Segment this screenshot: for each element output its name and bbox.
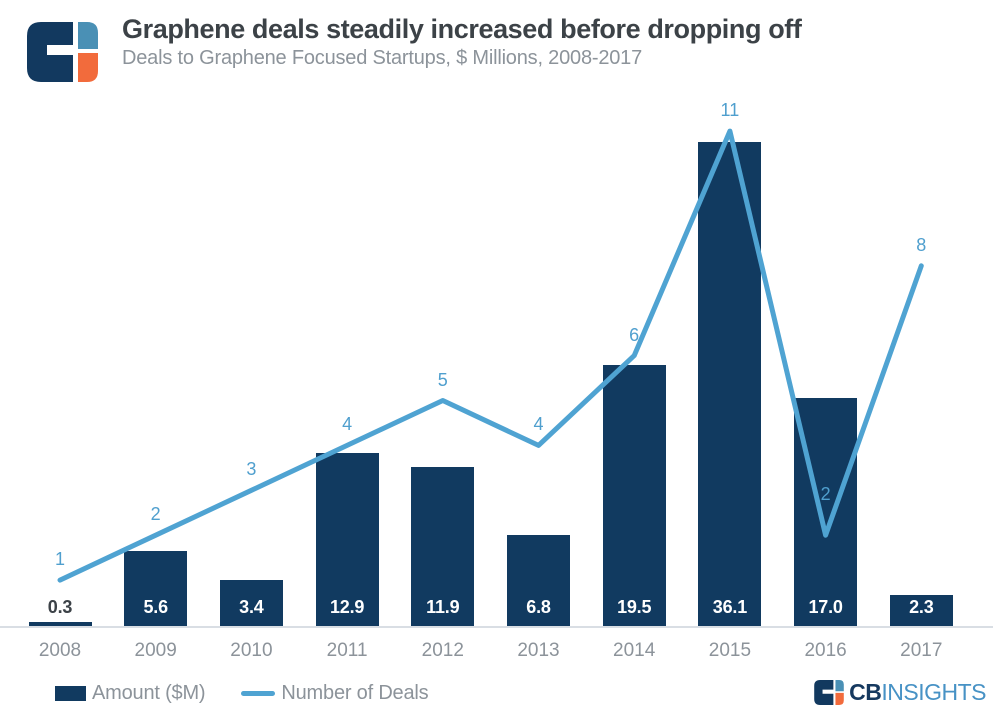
x-axis-label-2008: 2008	[38, 640, 82, 661]
brand-cb-text: CB	[849, 678, 882, 705]
deal-count-label-2012: 5	[437, 369, 448, 390]
deal-count-label-2016: 2	[820, 484, 831, 505]
deal-count-label-2008: 1	[54, 549, 65, 570]
chart-legend: Amount ($M) Number of Deals	[55, 680, 429, 706]
x-axis-label-2015: 2015	[708, 640, 752, 661]
cbinsights-brand-icon	[814, 679, 844, 705]
x-axis-label-2009: 2009	[134, 640, 177, 661]
brand-insights-text: INSIGHTS	[881, 678, 986, 705]
amount-value-label-2014: 19.5	[617, 597, 652, 617]
deal-count-label-2015: 11	[720, 100, 740, 121]
amount-bar-2010	[219, 580, 283, 626]
cbinsights-brand: CB INSIGHTS	[814, 678, 986, 706]
amount-bar-2016	[794, 398, 858, 626]
x-axis-line	[0, 626, 993, 628]
amount-value-label-2012: 11.9	[426, 597, 460, 617]
amount-value-label-2008: 0.3	[47, 597, 73, 617]
x-axis-label-2011: 2011	[326, 640, 368, 661]
legend-deals-label: Number of Deals	[281, 681, 429, 704]
amount-bar-2008	[28, 622, 92, 626]
page-title: Graphene deals steadily increased before…	[122, 14, 802, 44]
x-axis-label-2010: 2010	[230, 640, 273, 661]
amount-bar-2015	[698, 142, 762, 626]
deal-count-label-2009: 2	[150, 504, 161, 525]
cbinsights-logo-icon	[27, 22, 98, 82]
legend-deals-line-swatch	[241, 690, 276, 696]
deal-count-label-2011: 4	[342, 414, 353, 435]
deal-count-label-2013: 4	[533, 414, 544, 435]
amount-value-label-2015: 36.1	[712, 597, 747, 617]
amount-value-label-2016: 17.0	[808, 597, 843, 617]
amount-bar-2014	[602, 365, 666, 626]
page-subtitle: Deals to Graphene Focused Startups, $ Mi…	[122, 47, 643, 69]
amount-value-label-2013: 6.8	[526, 597, 551, 617]
amount-value-label-2011: 12.9	[329, 597, 365, 617]
x-axis-label-2012: 2012	[421, 640, 464, 661]
amount-value-label-2009: 5.6	[143, 597, 168, 617]
amount-value-label-2017: 2.3	[909, 597, 934, 617]
x-axis-label-2017: 2017	[900, 640, 943, 661]
deal-count-label-2010: 3	[246, 459, 257, 480]
legend-amount-swatch	[55, 685, 86, 701]
deal-count-label-2017: 8	[916, 234, 927, 255]
legend-amount-label: Amount ($M)	[92, 681, 206, 704]
amount-bar-2017	[889, 595, 953, 626]
amount-value-label-2010: 3.4	[239, 597, 264, 617]
deal-count-label-2014: 6	[629, 324, 640, 345]
x-axis-label-2016: 2016	[804, 640, 847, 661]
x-axis-label-2013: 2013	[517, 640, 560, 661]
x-axis-label-2014: 2014	[613, 640, 656, 661]
